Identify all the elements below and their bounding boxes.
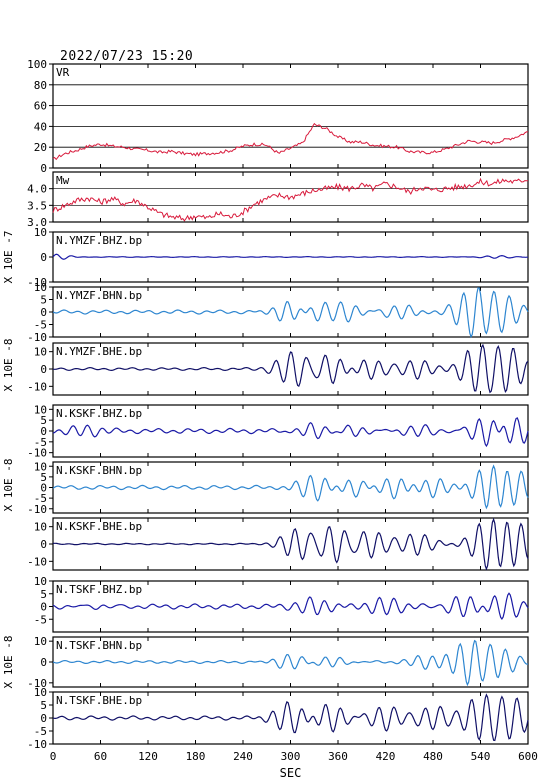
series-line <box>52 464 529 510</box>
x-tick-label: 600 <box>518 750 538 763</box>
y-tick-label: 10 <box>34 460 47 473</box>
series-line <box>52 343 529 394</box>
y-tick-label: 10 <box>34 281 47 294</box>
y-tick-label: -5 <box>34 613 47 626</box>
x-tick-label: 0 <box>50 750 57 763</box>
y-axis-label: X 10E -8 <box>2 339 15 392</box>
y-tick-label: 3.0 <box>27 216 47 229</box>
y-tick-label: -5 <box>34 725 47 738</box>
y-tick-label: -10 <box>27 503 47 516</box>
y-tick-label: 80 <box>34 79 47 92</box>
y-tick-label: -10 <box>27 276 47 289</box>
y-axis-label: X 10E -8 <box>2 636 15 689</box>
y-tick-label: 10 <box>34 686 47 699</box>
x-tick-label: 420 <box>376 750 396 763</box>
y-tick-label: 0 <box>40 363 47 376</box>
y-tick-label: 0 <box>40 538 47 551</box>
x-tick-label: 180 <box>186 750 206 763</box>
x-tick-label: 540 <box>471 750 491 763</box>
series-line <box>52 287 529 339</box>
series-line <box>52 693 529 742</box>
series-line <box>52 122 529 161</box>
x-tick-label: 120 <box>138 750 158 763</box>
y-tick-label: -10 <box>27 677 47 690</box>
y-tick-label: 0 <box>40 482 47 495</box>
timestamp: 2022/07/23 15:20 <box>60 49 194 64</box>
y-tick-label: 10 <box>34 226 47 239</box>
series-line <box>52 177 528 222</box>
y-tick-label: 10 <box>34 635 47 648</box>
y-tick-label: -5 <box>34 492 47 505</box>
panel-label: N.TSKF.BHE.bp <box>56 694 142 707</box>
panel-label: N.YMZF.BHN.bp <box>56 289 142 302</box>
x-tick-label: 480 <box>423 750 443 763</box>
x-tick-label: 360 <box>328 750 348 763</box>
y-tick-label: 0 <box>40 162 47 175</box>
y-tick-label: -10 <box>27 380 47 393</box>
x-tick-label: 240 <box>233 750 253 763</box>
y-tick-label: 0 <box>40 251 47 264</box>
panel-label: N.KSKF.BHZ.bp <box>56 407 142 420</box>
y-tick-label: -5 <box>34 436 47 449</box>
y-tick-label: 5 <box>40 294 47 307</box>
y-tick-label: 40 <box>34 120 47 133</box>
series-line <box>52 517 529 571</box>
y-tick-label: -10 <box>27 738 47 751</box>
panel-label: N.YMZF.BHZ.bp <box>56 234 142 247</box>
y-tick-label: 60 <box>34 100 47 113</box>
panel-label: Mw <box>56 174 70 187</box>
y-tick-label: -10 <box>27 331 47 344</box>
panel-label: VR <box>56 66 70 79</box>
y-tick-label: -10 <box>27 447 47 460</box>
panel-frame <box>52 63 529 169</box>
panel-label: N.TSKF.BHN.bp <box>56 639 142 652</box>
y-tick-label: 0 <box>40 656 47 669</box>
panel-label: N.KSKF.BHE.bp <box>56 520 142 533</box>
y-tick-label: 4.0 <box>27 183 47 196</box>
y-tick-label: 3.5 <box>27 199 47 212</box>
x-tick-label: 300 <box>281 750 301 763</box>
y-tick-label: 20 <box>34 141 47 154</box>
y-tick-label: 10 <box>34 521 47 534</box>
series-line <box>52 253 528 260</box>
y-tick-label: 0 <box>40 425 47 438</box>
y-tick-label: 10 <box>34 346 47 359</box>
x-tick-label: 60 <box>94 750 107 763</box>
y-tick-label: 5 <box>40 471 47 484</box>
y-axis-label: X 10E -7 <box>2 231 15 284</box>
y-tick-label: 5 <box>40 699 47 712</box>
y-tick-label: -10 <box>27 555 47 568</box>
panel-label: N.KSKF.BHN.bp <box>56 464 142 477</box>
y-tick-label: 0 <box>40 601 47 614</box>
y-tick-label: 0 <box>40 712 47 725</box>
series-line <box>52 592 529 620</box>
y-tick-label: 5 <box>40 414 47 427</box>
y-tick-label: 5 <box>40 588 47 601</box>
y-tick-label: 10 <box>34 403 47 416</box>
series-line <box>52 639 529 687</box>
y-tick-label: 10 <box>34 575 47 588</box>
series-line <box>52 417 529 448</box>
panel-label: N.YMZF.BHE.bp <box>56 345 142 358</box>
panel-label: N.TSKF.BHZ.bp <box>56 583 142 596</box>
y-tick-label: 0 <box>40 306 47 319</box>
y-tick-label: 100 <box>27 58 47 71</box>
x-axis-label: SEC <box>280 766 302 780</box>
y-tick-label: -5 <box>34 319 47 332</box>
y-axis-label: X 10E -8 <box>2 459 15 512</box>
